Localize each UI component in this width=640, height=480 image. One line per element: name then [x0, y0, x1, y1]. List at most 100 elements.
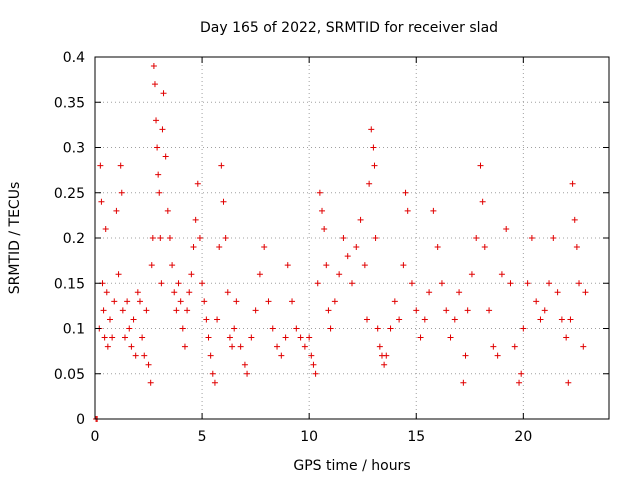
data-point: [498, 271, 505, 278]
data-point: [166, 235, 173, 241]
data-point: [181, 343, 188, 350]
data-point: [128, 343, 135, 350]
data-point: [316, 189, 323, 196]
data-point: [115, 271, 122, 278]
data-point: [366, 180, 373, 187]
data-point: [331, 298, 338, 305]
data-point: [372, 235, 379, 241]
data-point: [400, 262, 407, 269]
data-point: [511, 343, 518, 350]
data-point: [284, 262, 291, 269]
data-point: [417, 334, 424, 341]
data-point: [349, 280, 355, 287]
data-point: [323, 262, 330, 269]
data-point: [126, 325, 133, 332]
data-point: [361, 262, 368, 269]
data-point: [147, 379, 154, 386]
data-point: [460, 379, 467, 386]
data-point: [265, 298, 272, 305]
data-point: [132, 352, 139, 359]
data-point: [479, 198, 486, 205]
data-point: [327, 325, 334, 332]
data-point: [490, 343, 497, 350]
data-point: [124, 298, 131, 305]
data-point: [312, 370, 319, 377]
y-tick-label: 0.35: [54, 95, 85, 111]
data-point: [109, 334, 116, 341]
data-point: [143, 307, 150, 314]
data-point: [226, 334, 233, 341]
data-point: [297, 334, 304, 341]
data-point: [209, 370, 216, 377]
data-point: [233, 298, 240, 305]
data-point: [569, 180, 576, 187]
data-point: [101, 334, 108, 341]
data-point: [363, 316, 370, 323]
data-point: [546, 280, 553, 287]
data-point: [231, 325, 238, 332]
data-point: [537, 316, 544, 323]
data-point: [149, 235, 156, 241]
data-point: [451, 316, 458, 323]
data-point: [494, 352, 501, 359]
data-point: [278, 352, 285, 359]
data-point: [516, 379, 523, 386]
data-point: [201, 298, 208, 305]
data-point: [154, 144, 161, 151]
data-point: [340, 235, 347, 241]
data-point: [353, 244, 360, 251]
data-point: [319, 207, 326, 214]
data-point: [325, 307, 332, 314]
data-point: [104, 343, 111, 350]
data-point: [241, 361, 248, 368]
data-point: [289, 298, 296, 305]
data-point: [462, 352, 469, 359]
data-point: [282, 334, 289, 341]
x-tick-label: 5: [198, 429, 207, 445]
data-point: [396, 316, 403, 323]
data-point: [155, 171, 162, 178]
data-point: [301, 343, 308, 350]
data-point: [310, 361, 317, 368]
data-point: [186, 289, 193, 296]
data-point: [413, 307, 420, 314]
data-point: [190, 244, 197, 251]
data-point: [211, 379, 218, 386]
x-tick-label: 0: [91, 429, 100, 445]
data-point: [100, 307, 107, 314]
x-tick-label: 10: [300, 429, 318, 445]
data-point: [196, 235, 203, 241]
data-point: [387, 325, 394, 332]
data-point: [481, 244, 488, 251]
data-point: [391, 298, 398, 305]
data-point: [308, 352, 315, 359]
data-point: [368, 126, 375, 133]
y-tick-label: 0.1: [63, 322, 85, 338]
data-point: [148, 262, 155, 269]
data-point: [376, 343, 383, 350]
data-point: [541, 307, 548, 314]
data-point: [306, 334, 313, 341]
data-point: [357, 216, 364, 223]
data-point: [207, 352, 214, 359]
data-point: [160, 90, 167, 97]
data-point: [486, 307, 493, 314]
data-point: [344, 253, 351, 260]
data-point: [430, 207, 437, 214]
data-point: [145, 361, 152, 368]
data-point: [464, 307, 471, 314]
y-axis-label: SRMTID / TECUs: [7, 182, 23, 295]
data-point: [229, 343, 236, 350]
data-point: [184, 307, 191, 314]
data-point: [188, 271, 195, 278]
data-point: [434, 244, 441, 251]
data-point: [157, 235, 164, 241]
data-point: [220, 198, 227, 205]
data-point: [97, 162, 104, 169]
data-point: [158, 280, 165, 287]
data-point: [314, 280, 321, 287]
data-point: [224, 289, 231, 296]
data-point: [179, 325, 186, 332]
data-point: [214, 316, 221, 323]
